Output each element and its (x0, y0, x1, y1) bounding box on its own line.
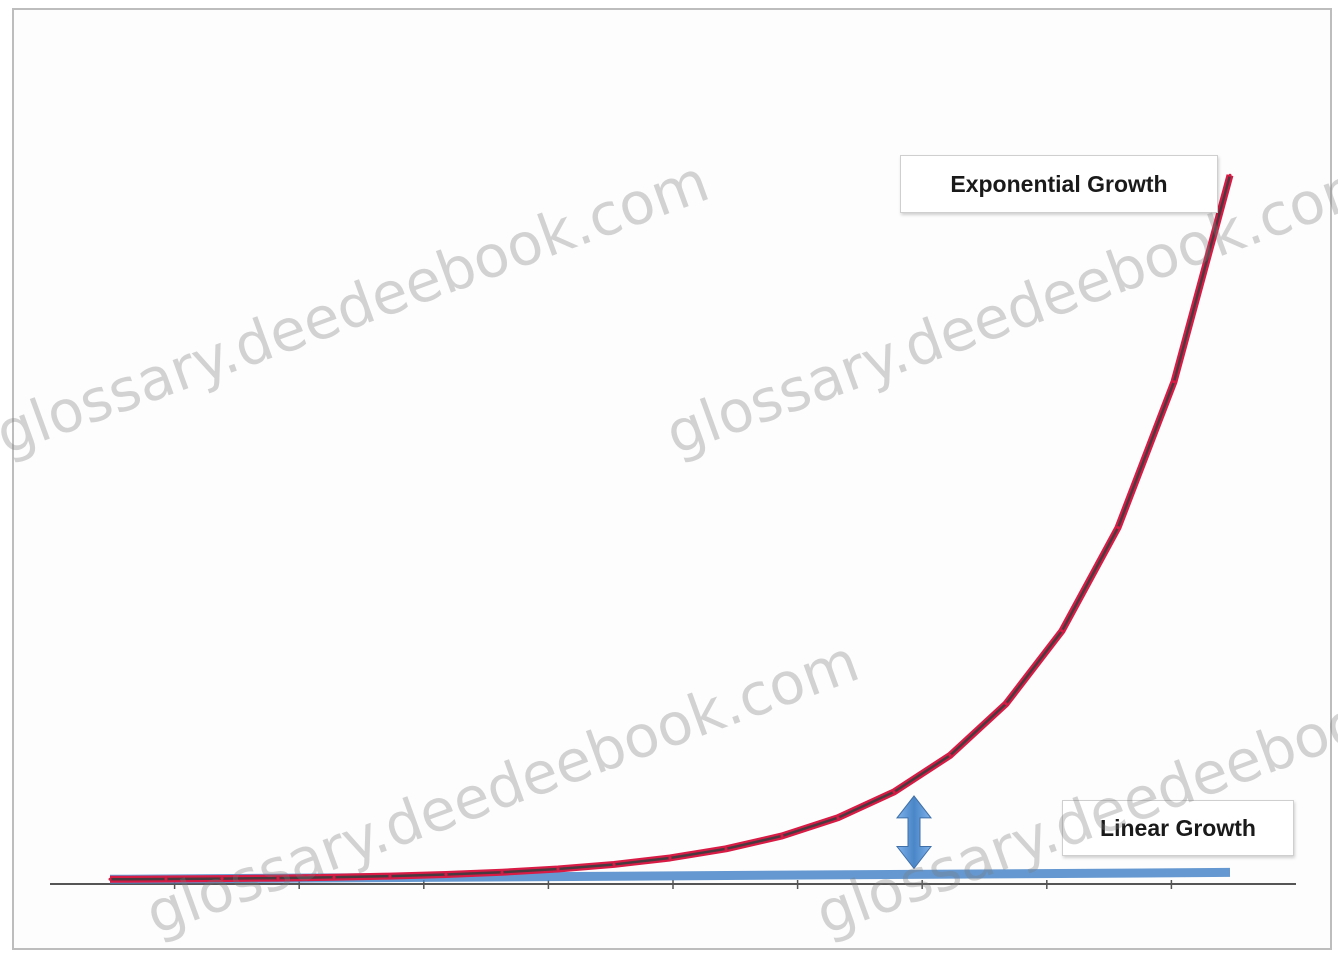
exponential-point (332, 875, 336, 879)
series-layer (108, 173, 1234, 884)
exponential-point (668, 856, 672, 860)
exponential-point (612, 862, 616, 866)
exponential-growth-label: Exponential Growth (900, 155, 1218, 213)
exponential-point (780, 834, 784, 838)
linear-growth-label-text: Linear Growth (1100, 814, 1256, 841)
exponential-point (500, 870, 504, 874)
exponential-point (556, 867, 560, 871)
gap-double-arrow (895, 795, 933, 870)
exponential-growth-line-core (109, 174, 1232, 881)
exponential-growth-label-text: Exponential Growth (950, 170, 1168, 197)
gap-arrow (895, 795, 933, 870)
exponential-point (1172, 380, 1176, 384)
exponential-point (892, 790, 896, 794)
exponential-point (444, 872, 448, 876)
exponential-point (108, 877, 112, 881)
exponential-point (220, 877, 224, 881)
exponential-point (1228, 173, 1232, 177)
exponential-point (1004, 702, 1008, 706)
exponential-point (1060, 629, 1064, 633)
exponential-point (724, 847, 728, 851)
exponential-point (276, 876, 280, 880)
exponential-point (388, 874, 392, 878)
exponential-point (836, 816, 840, 820)
exponential-point (164, 877, 168, 881)
exponential-point (948, 753, 952, 757)
linear-growth-label: Linear Growth (1062, 800, 1294, 856)
exponential-point (1116, 526, 1120, 530)
exponential-growth-line (109, 174, 1234, 883)
